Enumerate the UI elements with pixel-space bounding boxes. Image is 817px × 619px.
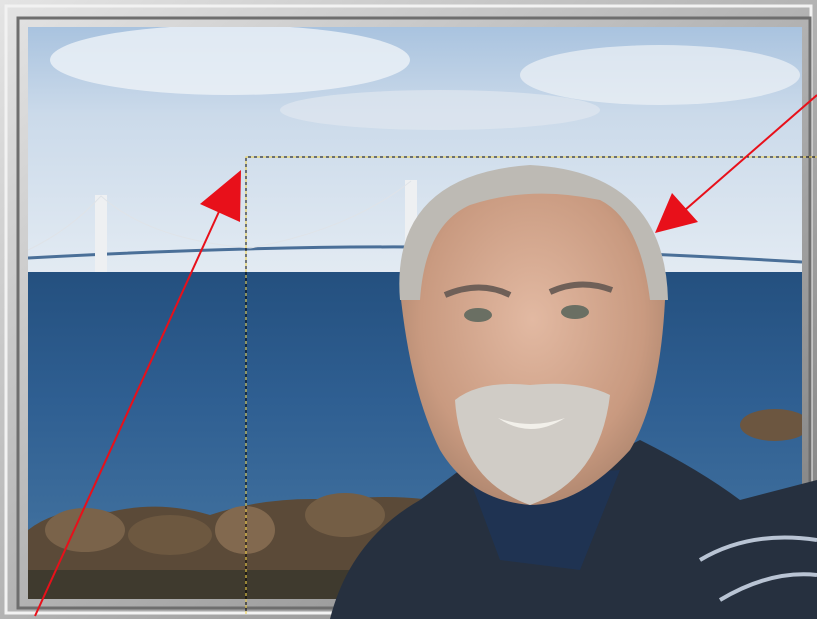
- rock: [305, 493, 385, 537]
- page: [0, 0, 817, 619]
- eye: [561, 305, 589, 319]
- cloud: [280, 90, 600, 130]
- rock: [45, 508, 125, 552]
- editor-canvas: [0, 0, 817, 619]
- rock: [215, 506, 275, 554]
- cloud: [520, 45, 800, 105]
- bridge-pylon: [95, 195, 107, 273]
- cloud: [50, 25, 410, 95]
- rock: [740, 409, 810, 441]
- rock: [128, 515, 212, 555]
- eye: [464, 308, 492, 322]
